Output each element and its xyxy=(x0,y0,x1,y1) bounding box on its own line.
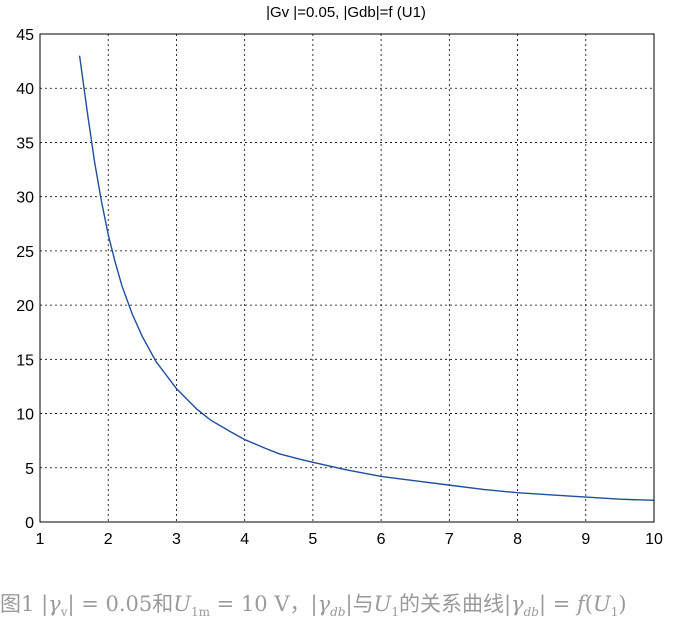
y-tick-label: 35 xyxy=(16,135,34,152)
caption-text: ) xyxy=(618,592,627,616)
x-tick-label: 7 xyxy=(445,531,454,548)
caption-abs-bar: | xyxy=(345,592,353,616)
caption-abs-bar: | xyxy=(67,592,75,616)
x-tick-label: 3 xyxy=(172,531,181,548)
caption-gamma: γ xyxy=(48,592,61,616)
y-tick-label: 15 xyxy=(16,352,34,369)
y-tick-label: 5 xyxy=(25,461,34,478)
caption-abs-bar: | xyxy=(503,592,512,616)
plot-frame xyxy=(39,33,655,523)
caption-subscript: v xyxy=(60,605,68,620)
caption-subscript: 1 xyxy=(391,605,399,620)
data-series xyxy=(78,55,655,502)
caption-text: = 0.05和 xyxy=(74,592,174,616)
x-tick-label: 4 xyxy=(240,531,249,548)
caption-text: 与 xyxy=(352,592,374,616)
caption-variable: U xyxy=(173,592,191,616)
caption-variable: U xyxy=(373,592,392,616)
caption-variable: f xyxy=(577,592,585,616)
x-tick-label: 9 xyxy=(581,531,590,548)
y-tick-label: 25 xyxy=(16,244,34,261)
x-axis-ticks: 1 2 3 4 5 6 7 8 9 10 xyxy=(36,531,663,548)
y-tick-label: 45 xyxy=(16,27,34,44)
y-tick-label: 40 xyxy=(16,81,34,98)
y-tick-label: 20 xyxy=(16,298,34,315)
caption-subscript: 1m xyxy=(190,605,210,620)
y-tick-label: 10 xyxy=(16,407,34,424)
caption-gamma: γ xyxy=(317,592,331,616)
caption-subscript: 1 xyxy=(610,605,619,620)
caption-gamma: γ xyxy=(511,592,524,616)
caption-text: ( xyxy=(584,592,593,616)
caption-variable: U xyxy=(592,592,611,616)
y-axis-ticks: 0 5 10 15 20 25 30 35 40 45 xyxy=(16,27,34,532)
series-line xyxy=(78,55,655,502)
caption-text: = 10 V， xyxy=(210,592,311,616)
x-tick-label: 5 xyxy=(308,531,317,548)
caption-subscript: db xyxy=(330,605,346,620)
y-tick-label: 0 xyxy=(25,515,34,532)
caption-abs-bar: | xyxy=(538,592,547,616)
caption-figure-label: 图1 xyxy=(0,592,35,616)
chart-title: |Gv |=0.05, |Gdb|=f (U1) xyxy=(266,4,426,21)
caption-subscript: db xyxy=(523,605,539,620)
x-tick-label: 10 xyxy=(645,531,663,548)
grid xyxy=(40,34,654,522)
figure-caption: 图1 |γv| = 0.05和U1m = 10 V，|γdb|与U1的关系曲线|… xyxy=(0,588,680,619)
caption-text: = xyxy=(546,592,577,616)
caption-abs-bar: | xyxy=(41,592,49,616)
y-tick-label: 30 xyxy=(16,190,34,207)
x-tick-label: 6 xyxy=(377,531,386,548)
x-tick-label: 8 xyxy=(513,531,522,548)
line-chart: |Gv |=0.05, |Gdb|=f (U1) 1 2 3 4 5 6 7 8 9 10 051… xyxy=(16,4,663,548)
x-tick-label: 2 xyxy=(104,531,113,548)
caption-abs-bar: | xyxy=(310,592,318,616)
x-tick-label: 1 xyxy=(36,531,45,548)
caption-text: 的关系曲线 xyxy=(398,592,504,616)
